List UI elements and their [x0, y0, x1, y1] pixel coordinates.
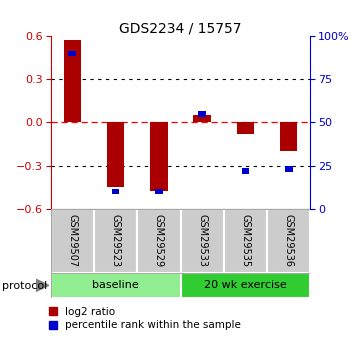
Text: GSM29536: GSM29536 — [284, 214, 294, 267]
Text: GSM29523: GSM29523 — [110, 214, 121, 267]
Bar — [193, 115, 211, 122]
Bar — [267, 209, 310, 273]
Bar — [137, 209, 180, 273]
Bar — [107, 122, 124, 187]
Bar — [224, 209, 267, 273]
Bar — [94, 209, 137, 273]
Bar — [51, 273, 180, 298]
Bar — [198, 111, 206, 117]
Title: GDS2234 / 15757: GDS2234 / 15757 — [119, 21, 242, 35]
Legend: log2 ratio, percentile rank within the sample: log2 ratio, percentile rank within the s… — [48, 307, 241, 330]
Text: GSM29535: GSM29535 — [240, 214, 251, 267]
Bar — [150, 122, 168, 191]
Bar — [68, 51, 76, 56]
Bar — [64, 40, 81, 122]
Bar — [180, 209, 224, 273]
Text: GSM29507: GSM29507 — [67, 214, 77, 267]
Polygon shape — [36, 279, 49, 291]
Bar — [242, 168, 249, 174]
Text: protocol: protocol — [2, 281, 47, 290]
Bar — [51, 209, 94, 273]
Bar — [280, 122, 297, 151]
Bar — [237, 122, 254, 134]
Bar — [180, 273, 310, 298]
Text: GSM29529: GSM29529 — [154, 214, 164, 267]
Bar — [155, 189, 163, 194]
Text: 20 wk exercise: 20 wk exercise — [204, 280, 287, 290]
Bar — [285, 166, 293, 172]
Text: baseline: baseline — [92, 280, 139, 290]
Bar — [112, 189, 119, 194]
Text: GSM29533: GSM29533 — [197, 214, 207, 267]
